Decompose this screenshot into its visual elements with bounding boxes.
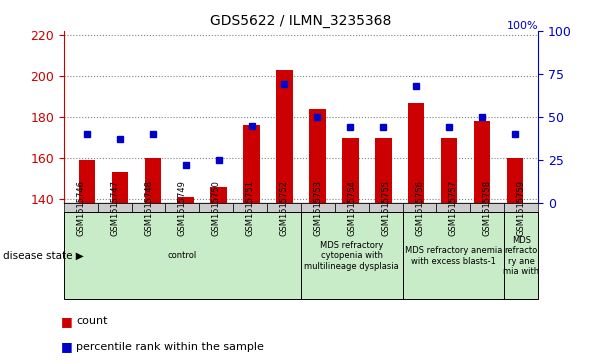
Text: GSM1515758: GSM1515758 xyxy=(483,180,492,236)
Text: GSM1515752: GSM1515752 xyxy=(280,180,289,236)
Text: ■: ■ xyxy=(61,315,72,328)
Bar xyxy=(474,121,490,203)
Bar xyxy=(276,70,292,203)
Bar xyxy=(210,187,227,203)
Text: 100%: 100% xyxy=(506,21,538,31)
Text: count: count xyxy=(76,316,108,326)
Text: MDS refractory
cytopenia with
multilineage dysplasia: MDS refractory cytopenia with multilinea… xyxy=(305,241,399,271)
Text: GSM1515746: GSM1515746 xyxy=(76,180,85,236)
Text: MDS
refracto
ry ane
mia with: MDS refracto ry ane mia with xyxy=(503,236,539,276)
Text: GSM1515750: GSM1515750 xyxy=(212,180,221,236)
Text: GSM1515747: GSM1515747 xyxy=(110,180,119,236)
Text: ■: ■ xyxy=(61,340,72,353)
Text: GSM1515751: GSM1515751 xyxy=(246,180,255,236)
Bar xyxy=(78,160,95,203)
Text: GSM1515759: GSM1515759 xyxy=(517,180,526,236)
Bar xyxy=(112,172,128,203)
Text: percentile rank within the sample: percentile rank within the sample xyxy=(76,342,264,352)
Bar xyxy=(375,138,392,203)
Text: disease state ▶: disease state ▶ xyxy=(3,251,84,261)
Text: control: control xyxy=(168,252,197,260)
Text: GSM1515757: GSM1515757 xyxy=(449,180,458,236)
Text: GSM1515753: GSM1515753 xyxy=(313,180,322,236)
Title: GDS5622 / ILMN_3235368: GDS5622 / ILMN_3235368 xyxy=(210,15,392,28)
Text: GSM1515755: GSM1515755 xyxy=(381,180,390,236)
Text: MDS refractory anemia
with excess blasts-1: MDS refractory anemia with excess blasts… xyxy=(405,246,502,266)
Text: GSM1515748: GSM1515748 xyxy=(144,180,153,236)
Bar xyxy=(243,125,260,203)
Bar xyxy=(408,103,424,203)
Bar xyxy=(309,109,326,203)
Bar xyxy=(507,158,523,203)
Text: GSM1515756: GSM1515756 xyxy=(415,180,424,236)
Bar xyxy=(441,138,457,203)
Text: GSM1515754: GSM1515754 xyxy=(347,180,356,236)
Bar xyxy=(178,197,194,203)
Text: GSM1515749: GSM1515749 xyxy=(178,180,187,236)
Bar xyxy=(342,138,359,203)
Bar xyxy=(145,158,161,203)
